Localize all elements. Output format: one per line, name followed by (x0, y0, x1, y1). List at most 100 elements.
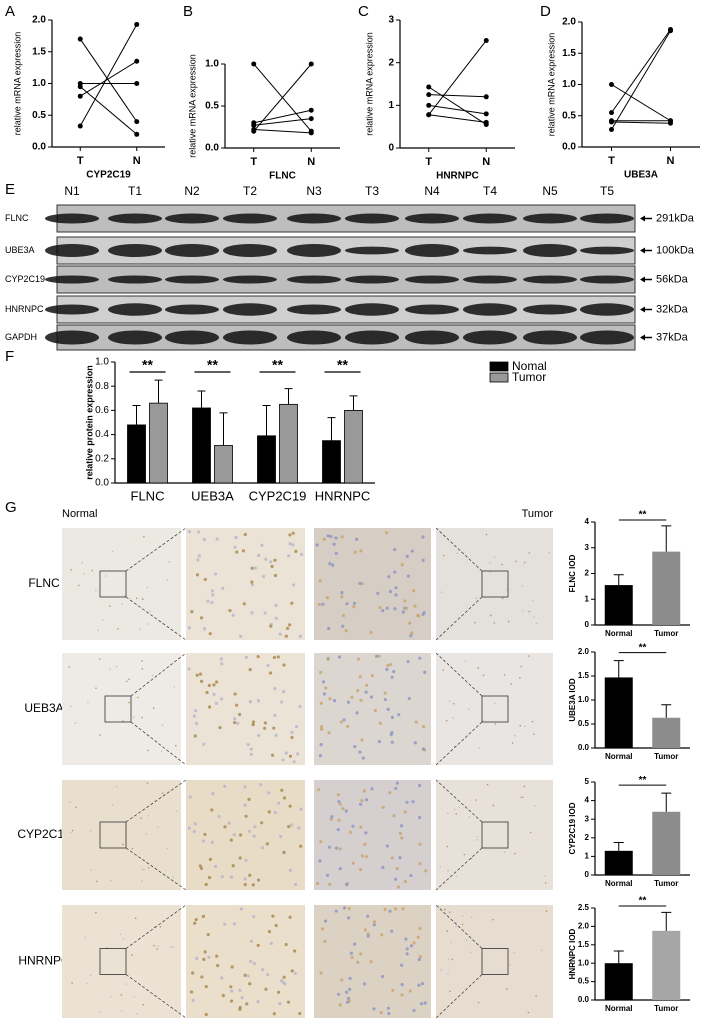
tissue-dot (418, 656, 422, 660)
tissue-dot (394, 593, 398, 597)
tissue-dot (230, 965, 234, 969)
y-tick-label: 4 (585, 517, 590, 526)
tissue-image (314, 780, 431, 890)
tissue-dot (386, 1006, 390, 1010)
y-tick-label: 0.0 (578, 995, 590, 1004)
y-tick-label: 2 (585, 833, 590, 842)
tissue-dot (198, 672, 203, 676)
blot-band (405, 275, 459, 284)
tissue-dot (463, 853, 466, 856)
bar (652, 811, 681, 875)
tissue-dot (288, 623, 292, 627)
tissue-dot (207, 875, 212, 880)
tissue-dot (461, 915, 464, 917)
tissue-dot (329, 534, 333, 539)
tissue-dot (461, 923, 464, 926)
tissue-dot (89, 974, 92, 977)
tissue-dot (257, 553, 261, 558)
zoom-line (435, 974, 483, 1019)
tissue-dot (267, 791, 271, 795)
tissue-dot (220, 875, 224, 879)
tissue-dot (418, 955, 422, 959)
tissue-dot (288, 541, 292, 546)
blot-band (45, 330, 99, 345)
tissue-dot (401, 907, 405, 911)
legend-label: Nomal (512, 359, 547, 373)
tissue-dot (414, 720, 418, 724)
tissue-dot (447, 812, 449, 815)
tissue-dot (421, 747, 425, 751)
tissue-dot (506, 588, 508, 591)
tissue-dot (98, 734, 101, 736)
tissue-dot (340, 595, 344, 599)
y-tick-label: 0 (585, 620, 590, 629)
tissue-dot (279, 834, 283, 839)
tissue-dot (400, 993, 404, 997)
x-tick-label: CYP2C19 (249, 488, 307, 503)
blot-band (523, 330, 577, 345)
tissue-dot (223, 922, 227, 926)
blot-band (405, 330, 459, 345)
tissue-dot (381, 609, 385, 613)
tissue-dot (386, 707, 390, 711)
tissue-dot (175, 744, 177, 747)
tissue-dot (246, 742, 250, 747)
tissue-dot (238, 1007, 242, 1011)
x-tick-label: T (77, 155, 84, 167)
tissue-dot (228, 608, 232, 613)
tissue-dot (196, 530, 201, 534)
tissue-dot (272, 726, 276, 730)
panel-label: E (5, 181, 15, 198)
tissue-dot (208, 857, 213, 862)
tissue-dot (388, 662, 393, 667)
zoom-line (435, 779, 483, 823)
tissue-dot (161, 792, 164, 795)
tissue-dot (238, 634, 243, 638)
tissue-dot (243, 785, 247, 789)
tissue-dot (166, 578, 169, 581)
significance-label: ** (639, 510, 647, 521)
tissue-dot (156, 948, 158, 950)
tissue-dot (190, 610, 194, 614)
y-tick-label: 0.0 (32, 142, 46, 153)
tissue-dot (514, 734, 516, 737)
bar (257, 435, 276, 484)
x-tick-label: UEB3A (191, 488, 234, 503)
tissue-dot (475, 597, 477, 599)
tissue-dot (211, 792, 215, 796)
tissue-dot (390, 856, 394, 860)
y-tick-label: 0.5 (32, 110, 46, 121)
tissue-dot (352, 601, 357, 605)
tissue-dot (204, 984, 208, 989)
tissue-dot (421, 535, 425, 539)
tissue-dot (219, 657, 223, 661)
tissue-dot (193, 822, 197, 826)
patient-line (611, 121, 671, 124)
tissue-dot (509, 964, 511, 966)
tissue-dot (445, 719, 448, 722)
tissue-dot (492, 804, 495, 807)
tissue-dot (233, 545, 237, 549)
tissue-dot (136, 1012, 138, 1015)
tissue-dot (334, 846, 339, 850)
y-tick-label: 4 (585, 796, 590, 805)
tissue-dot (319, 725, 324, 729)
tissue-dot (291, 531, 295, 535)
y-tick-label: 1.5 (32, 46, 46, 57)
tissue-dot (274, 616, 278, 620)
tissue-dot (248, 873, 252, 877)
tissue-dot (264, 557, 268, 561)
tissue-dot (388, 791, 392, 795)
tissue-dot (141, 880, 143, 882)
tissue-dot (332, 699, 337, 703)
error-bar (661, 525, 672, 552)
tissue-dot (109, 668, 111, 671)
tissue-image (186, 528, 305, 640)
blot-band (108, 213, 162, 224)
tissue-dot (422, 611, 426, 615)
tissue-image (62, 653, 181, 765)
y-tick-label: 1 (388, 100, 394, 111)
tissue-dot (287, 554, 291, 558)
x-tick-label: Tumor (654, 752, 678, 761)
tissue-dot (195, 673, 199, 677)
